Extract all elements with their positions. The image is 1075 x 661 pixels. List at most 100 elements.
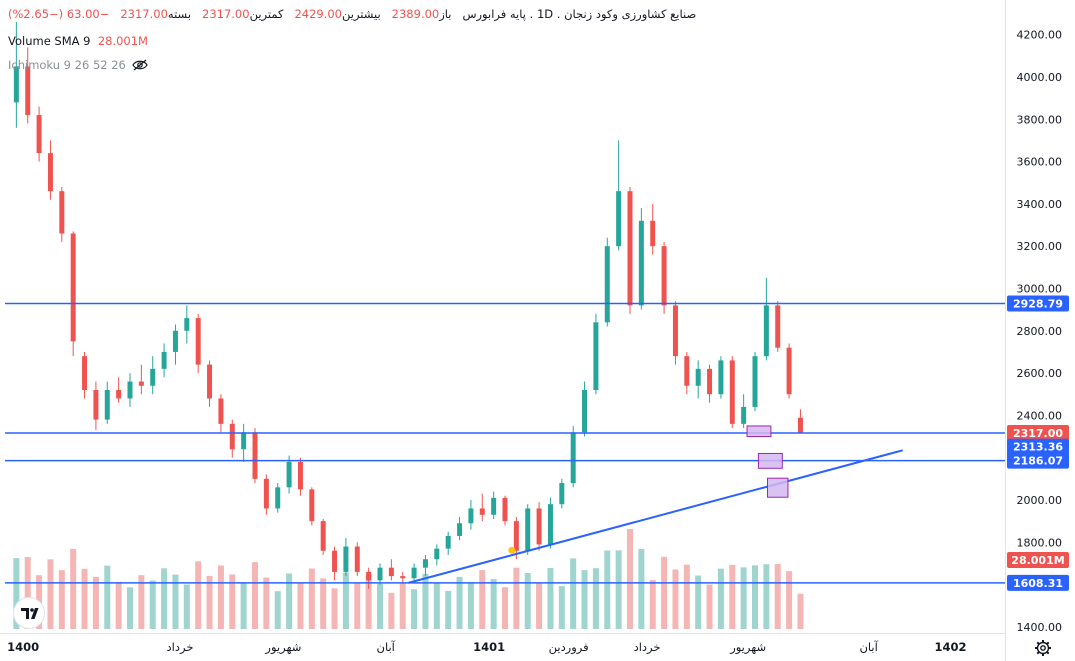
candle-body [241,432,247,450]
candle-body [718,360,724,395]
volume-bar [195,561,202,629]
price-tick-label: 1400.00 [1017,621,1063,634]
volume-bar [297,582,304,629]
volume-bar [547,568,554,629]
volume-bar [183,584,190,629]
volume-bar [263,577,270,629]
highlight-zone [757,452,783,469]
volume-bar [229,574,236,629]
volume-bar [92,576,99,629]
price-axis: 4200.00 4000.00 3800.00 3600.00 3400.00 3200.… [1005,0,1069,661]
candle-body [547,504,553,545]
level-price-label: 2317.00 [1013,427,1063,440]
volume-bar [70,548,77,629]
time-tick-label: شهریور [729,640,766,655]
volume-bar [240,583,247,629]
volume-bar [786,571,793,629]
volume-bar [104,565,111,629]
candle-body [150,368,156,386]
volume-bar [649,580,656,629]
highlight-zone [746,425,772,438]
candle-body [741,406,747,424]
volume-bar [47,559,54,629]
price-tick-label: 4200.00 [1017,29,1063,42]
volume-bar [740,567,747,629]
legend-high-label: بیشترین [342,7,381,21]
volume-bar [661,556,668,629]
legend-symbol[interactable]: صنایع کشاورزی وکود زنجان [564,7,697,21]
candle-body [184,318,190,331]
volume-bar [729,564,736,629]
volume-bar [161,568,168,629]
time-tick-label: آبان [377,640,396,654]
time-tick-label: شهریور [264,640,301,655]
candle-body [775,305,781,348]
candle-body [93,390,99,420]
volume-bar [456,576,463,629]
legend-open-label: باز [439,7,452,21]
candle-body [582,390,588,433]
candle-body [525,508,531,551]
level-price-label-bg [1007,574,1069,591]
eye-off-icon[interactable] [132,59,148,71]
candle-body [695,368,701,386]
candle-body [229,423,235,450]
price-tick-label: 4000.00 [1017,71,1063,84]
candle-body [59,191,65,234]
volume-bar [252,562,258,629]
candle-body [138,381,144,386]
volume-bar [81,568,88,629]
volume-bar [445,590,452,629]
volume-bar [274,591,281,629]
legend-market: پایه فرابورس [462,7,526,21]
volume-bar [24,557,31,629]
legend-interval: 1D [536,7,554,21]
volume-bar [615,550,622,629]
candle-body [536,508,542,545]
candle-body [684,356,690,386]
candle-body [661,246,667,306]
volume-bar [411,589,418,629]
candles [13,22,803,589]
candle-body [513,521,519,551]
price-tick-label: 3200.00 [1017,240,1063,253]
volume-legend[interactable]: Volume SMA 9 28.001M [8,34,148,48]
candle-body [13,66,19,103]
candle-body [707,368,713,395]
candle-body [638,220,644,306]
price-tick-label: 2800.00 [1017,325,1063,338]
candle-body [559,483,565,505]
candle-body [161,351,167,369]
candle-body [116,390,122,399]
horizontal-levels [5,302,1005,584]
volume-bar [695,575,702,629]
legend-change: −63.00 [66,7,110,21]
candle-body [763,305,769,357]
level-price-label-bg [1007,452,1069,469]
candle-body [47,153,53,192]
candle-body [332,550,338,572]
price-tick-label: 3400.00 [1017,198,1063,211]
volume-bar [604,550,611,629]
candle-body [207,364,213,399]
candle-body [286,461,292,488]
time-tick-label: فروردین [549,640,589,655]
volume-label: Volume SMA 9 [8,34,91,48]
legend-high: 2429.00 [294,7,342,21]
candle-body [275,487,281,509]
gear-icon[interactable] [1034,639,1052,657]
legend-close: 2317.00 [120,7,168,21]
mark-price-label-bg [1007,438,1069,455]
tradingview-logo[interactable] [14,598,44,628]
volume-bar [524,573,531,629]
time-tick-label: 1402 [934,640,966,654]
candle-body [422,559,428,568]
candle-body [263,478,269,509]
ichimoku-legend[interactable]: Ichimoku 9 26 52 26 [8,58,148,72]
level-price-label-bg [1007,295,1069,312]
trendline [408,449,903,584]
time-tick-label: آبان [859,640,878,654]
highlight-zone [767,477,789,498]
candle-body [445,535,451,549]
